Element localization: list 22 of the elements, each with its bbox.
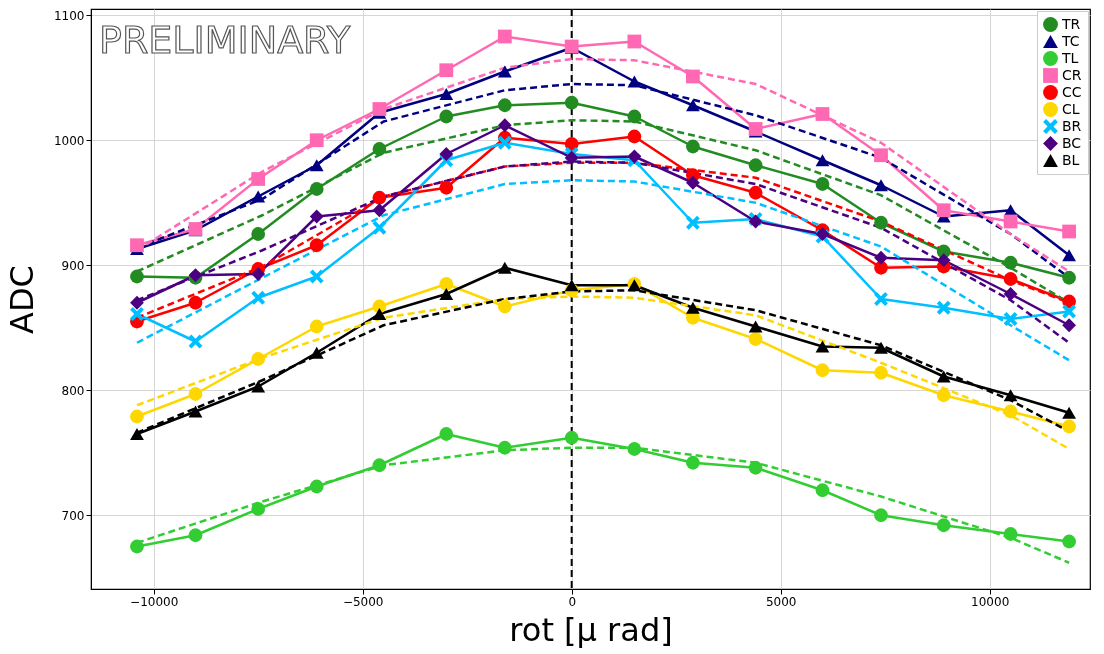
legend-label: CR (1062, 66, 1082, 83)
x-tick-label: −5000 (342, 594, 384, 609)
x-axis-title: rot [μ rad] (509, 610, 673, 649)
y-tick-label: 1000 (53, 133, 85, 148)
legend-label: BR (1062, 117, 1082, 134)
x-tick-label: 0 (568, 594, 577, 609)
y-tick-label: 700 (61, 508, 85, 523)
x-tick-label: −10000 (130, 594, 179, 609)
legend-label: TL (1061, 49, 1079, 66)
legend-label: BL (1062, 151, 1080, 168)
legend-label: BC (1062, 134, 1082, 151)
y-tick-label: 1100 (53, 8, 85, 23)
y-tick-label: 800 (61, 383, 85, 398)
y-axis-title: ADC (2, 265, 41, 334)
legend-label: CL (1062, 100, 1080, 117)
x-tick-label: 10000 (971, 594, 1010, 609)
y-tick-label: 900 (61, 258, 85, 273)
legend-label: TC (1061, 32, 1080, 49)
x-tick-label: 5000 (765, 594, 797, 609)
annotation: PRELIMINARY (99, 18, 352, 62)
legend-label: TR (1061, 15, 1081, 32)
legend-label: CC (1062, 83, 1082, 100)
